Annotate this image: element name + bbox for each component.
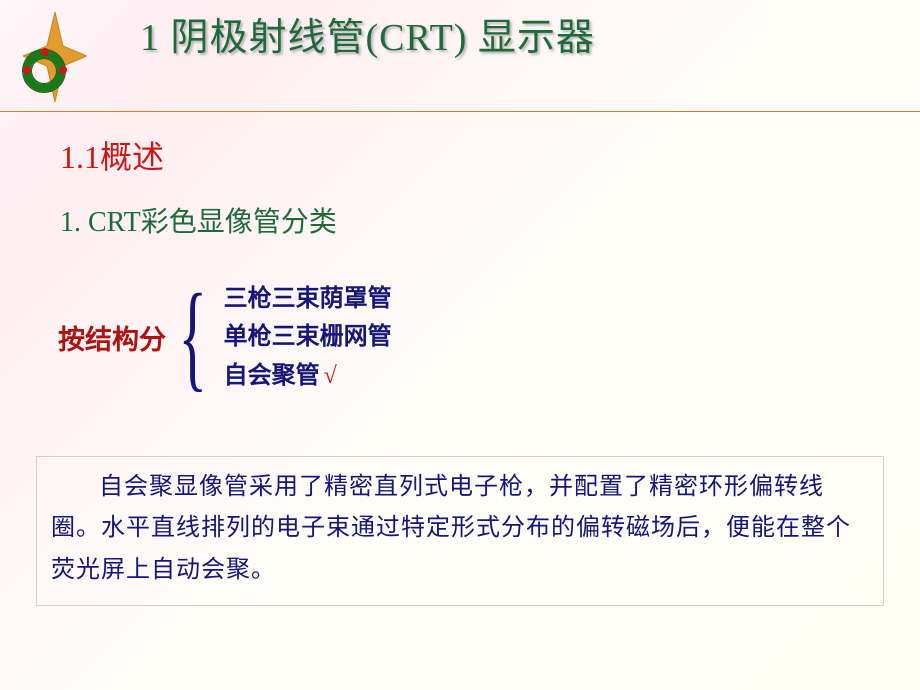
classify-items: 三枪三束荫罩管 单枪三束栅网管 自会聚管√ bbox=[224, 280, 392, 395]
classify-label: 按结构分 bbox=[58, 318, 166, 357]
section-1-1: 1.1概述 bbox=[60, 132, 164, 178]
classify-item: 三枪三束荫罩管 bbox=[224, 280, 392, 318]
slide-title: 1 阴极射线管(CRT) 显示器 bbox=[140, 6, 595, 61]
check-mark-icon: √ bbox=[324, 363, 337, 389]
ornament-decoration bbox=[5, 10, 105, 130]
section-1: 1. CRT彩色显像管分类 bbox=[60, 200, 337, 240]
paragraph-text: 自会聚显像管采用了精密直列式电子枪，并配置了精密环形偏转线圈。水平直线排列的电子… bbox=[51, 467, 869, 591]
paragraph-box: 自会聚显像管采用了精密直列式电子枪，并配置了精密环形偏转线圈。水平直线排列的电子… bbox=[36, 456, 884, 606]
classify-item: 单枪三束栅网管 bbox=[224, 318, 392, 356]
divider-line bbox=[0, 111, 920, 112]
classification-block: 按结构分 { 三枪三束荫罩管 单枪三束栅网管 自会聚管√ bbox=[58, 280, 392, 395]
classify-item: 自会聚管√ bbox=[224, 357, 392, 395]
wreath-icon bbox=[23, 50, 65, 92]
